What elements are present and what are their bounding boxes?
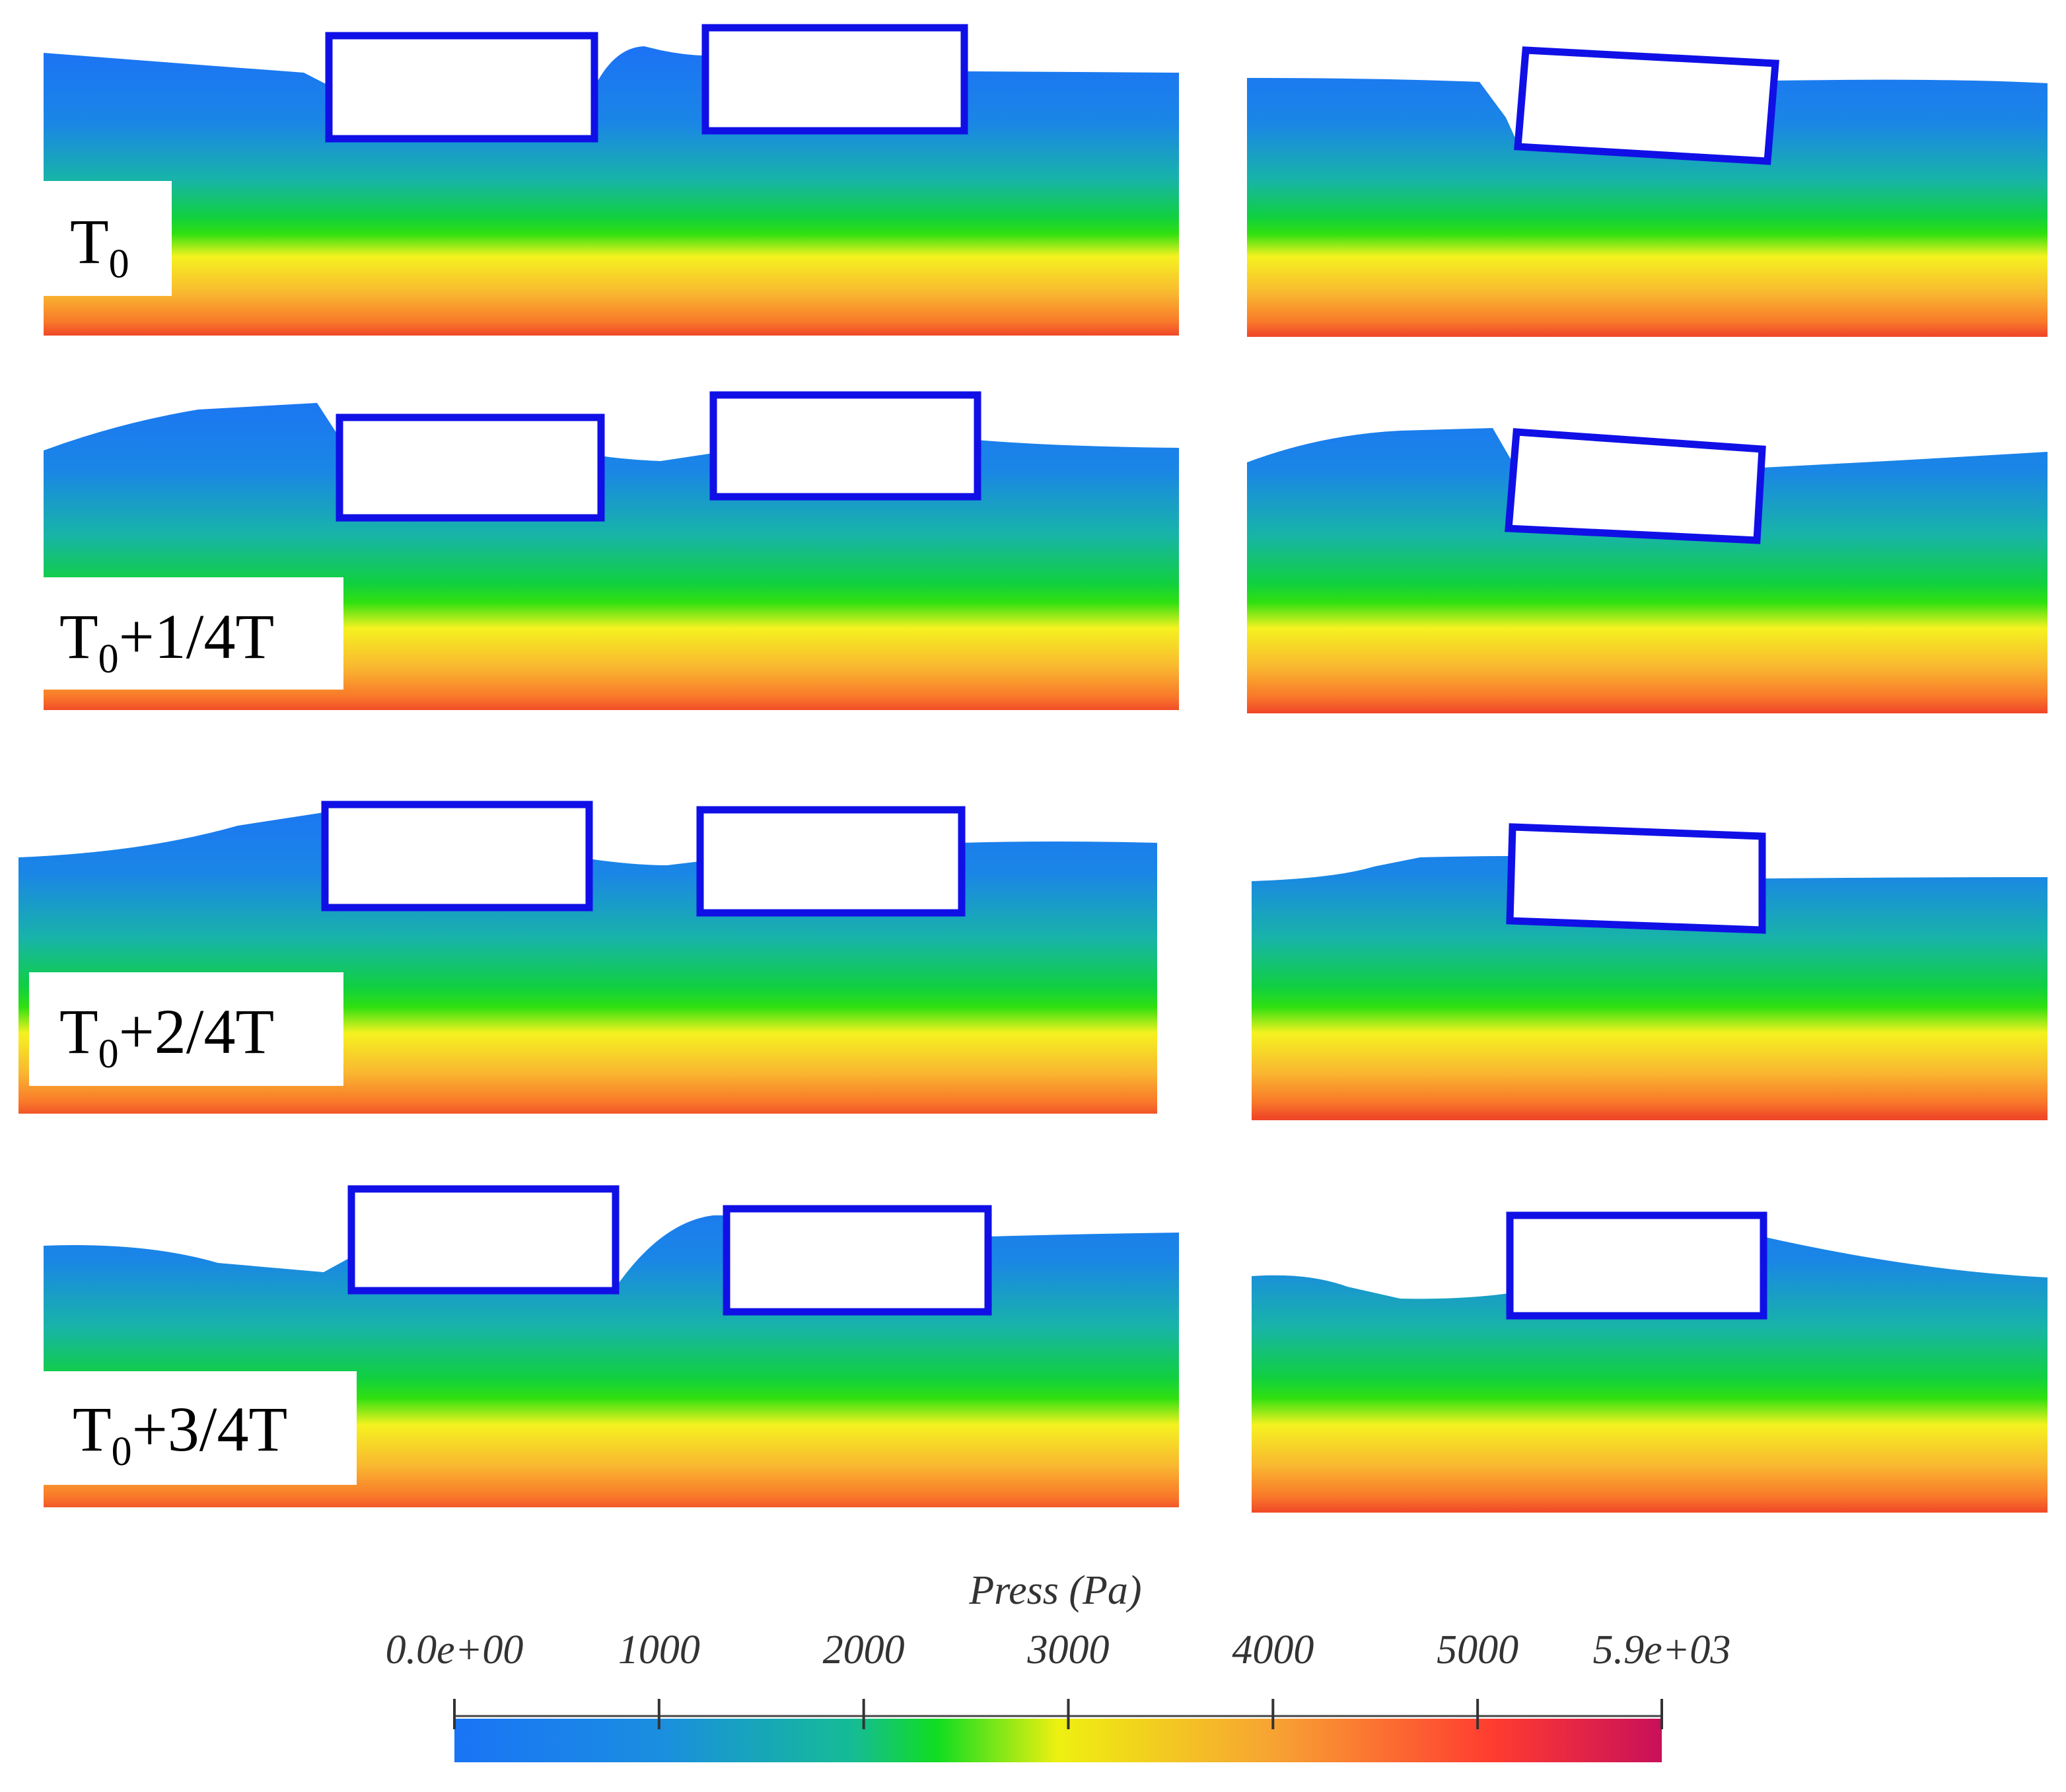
row-3-left-box-a (321, 801, 593, 912)
row-1-left-box-b (701, 24, 968, 135)
row-4-left-box-b (723, 1205, 992, 1316)
caption-row-3: T0+2/4T (29, 972, 343, 1086)
row-2-right-fluid (1247, 428, 2048, 713)
row-4-left-box-a (347, 1185, 620, 1295)
colorbar-tick-label: 1000 (618, 1628, 700, 1672)
row-2-left-box-a (336, 413, 605, 522)
colorbar-gradient (454, 1719, 1662, 1762)
caption-row-4: T0+3/4T (44, 1371, 357, 1485)
row-1-right-box (1514, 46, 1779, 165)
colorbar-tick-label: 2000 (823, 1628, 905, 1672)
row-2-left-box-b (709, 391, 981, 501)
colorbar-tick-label: 5.9e+03 (1593, 1628, 1731, 1672)
caption-row-1: T0 (44, 181, 172, 296)
colorbar: Press (Pa) 0.0e+00 1000 2000 3000 4000 5000 5.… (386, 1568, 1731, 1762)
caption-row-2: T0+1/4T (44, 577, 343, 690)
colorbar-tick-label: 4000 (1232, 1628, 1314, 1672)
row-1: T0 (44, 24, 2048, 337)
row-2-right-box (1505, 428, 1766, 544)
row-3-right-fluid (1252, 856, 2048, 1120)
svg-text:T0+1/4T: T0+1/4T (59, 601, 274, 682)
svg-text:T0+2/4T: T0+2/4T (59, 996, 274, 1077)
svg-text:T0: T0 (70, 206, 129, 287)
row-1-left-box-a (325, 32, 598, 143)
row-3: T0+2/4T (18, 801, 2048, 1120)
row-3-right-box (1506, 823, 1766, 934)
row-4: T0+3/4T (44, 1185, 2048, 1513)
colorbar-tick-label: 5000 (1437, 1628, 1518, 1672)
colorbar-tick-label: 3000 (1026, 1628, 1109, 1672)
row-4-right-fluid (1252, 1236, 2048, 1513)
row-1-right-fluid (1247, 78, 2048, 337)
colorbar-tick-label: 0.0e+00 (386, 1628, 524, 1672)
svg-text:T0+3/4T: T0+3/4T (73, 1394, 287, 1474)
row-2: T0+1/4T (44, 391, 2048, 713)
colorbar-ticks: 0.0e+00 1000 2000 3000 4000 5000 5.9e+03 (386, 1628, 1731, 1729)
row-3-left-box-b (696, 806, 966, 917)
row-1-left-fluid (44, 46, 1179, 336)
colorbar-title: Press (Pa) (968, 1568, 1141, 1613)
row-4-right-box (1506, 1211, 1767, 1320)
